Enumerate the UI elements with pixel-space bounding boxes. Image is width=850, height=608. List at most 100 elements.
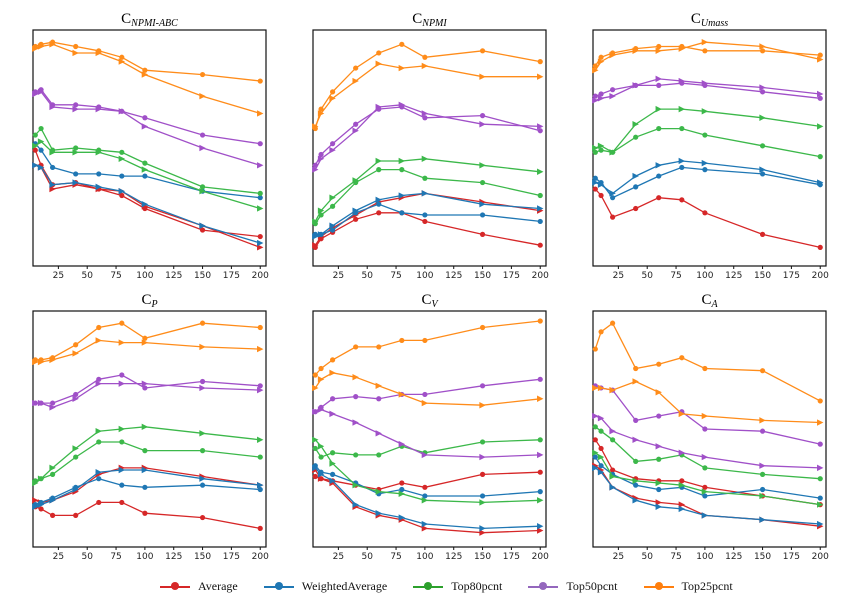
data-point [817,154,823,160]
data-point [257,454,263,460]
data-point [49,181,56,188]
data-point [817,520,824,528]
data-point [702,493,708,499]
data-point [376,344,382,350]
data-point [257,386,264,394]
data-point [598,329,604,335]
x-tick-label: 150 [474,552,491,562]
series-top50pcnt-triangle [312,101,544,173]
x-tick-label: 75 [390,552,401,562]
series-line [594,426,821,480]
data-point [119,482,125,488]
data-point [592,175,598,181]
data-point [37,164,45,171]
data-point [96,499,102,506]
data-point [38,125,44,132]
data-point [655,443,662,450]
data-point [592,384,599,392]
data-point [655,389,662,396]
data-point [199,132,206,138]
data-point [537,318,543,324]
data-point [257,239,264,247]
series-top50pcnt-triangle [592,412,824,472]
data-point [592,464,599,472]
x-tick-label: 150 [194,271,211,281]
legend-swatch-average [160,580,190,592]
data-point [598,147,604,153]
data-point [678,505,686,513]
data-point [73,145,79,151]
series-line [35,501,261,530]
data-point [656,361,662,367]
data-point [353,216,359,222]
series-top80pcnt-circle [592,424,823,482]
data-point [72,149,79,156]
data-point [537,218,543,225]
data-point [679,164,685,171]
data-point [632,47,639,54]
data-point [118,339,126,346]
data-point [329,410,336,418]
data-point [421,155,429,162]
data-point [37,88,45,96]
data-point [422,337,428,344]
data-point [610,467,616,473]
data-point [598,445,604,452]
data-point [199,514,206,521]
data-point [352,127,359,134]
series-top80pcnt-circle [32,125,263,196]
data-point [632,82,639,89]
data-point [375,103,382,111]
data-point [597,95,605,102]
data-point [257,110,264,117]
series-line [35,322,261,361]
series-line [314,467,541,530]
data-point [257,162,264,169]
data-point [329,222,336,229]
data-point [118,155,126,162]
data-point [817,476,823,482]
data-point [73,391,79,398]
panel-title: CUmass [691,11,728,29]
panel-frame [592,310,827,548]
panel-frame [32,310,267,548]
data-point [317,475,325,482]
data-point [537,168,544,175]
legend-item-top80pcnt: Top80pcnt [413,579,502,594]
data-point [479,179,486,186]
series-line [595,78,821,102]
panel-frame [312,29,547,267]
data-point [479,499,486,506]
series-top80pcnt-triangle [592,449,824,508]
data-point [142,484,148,490]
data-point [479,73,486,80]
data-point [312,473,318,480]
data-point [609,149,616,156]
data-point [610,437,616,443]
data-point [257,233,263,240]
data-point [95,105,102,113]
data-point [632,121,639,128]
data-point [352,373,359,381]
x-tick-label: 200 [252,552,269,562]
panel-2: CNPMI 25 50 75 100 125 150 175 200 [312,11,549,281]
series-top25pcnt-circle [32,39,263,84]
data-point [37,501,45,508]
data-point [199,71,206,78]
data-point [656,125,662,132]
data-point [49,103,56,111]
x-tick-label: 75 [670,552,681,562]
series-line [594,41,821,71]
series-line [314,465,541,497]
data-point [199,343,206,351]
data-point [609,473,616,480]
series-top25pcnt-circle [312,41,543,132]
data-point [50,471,56,477]
data-point [95,183,102,191]
data-point [72,486,79,493]
data-point [399,167,405,173]
data-point [95,49,102,57]
data-point [32,162,39,169]
data-point [702,426,708,432]
data-point [317,471,325,478]
